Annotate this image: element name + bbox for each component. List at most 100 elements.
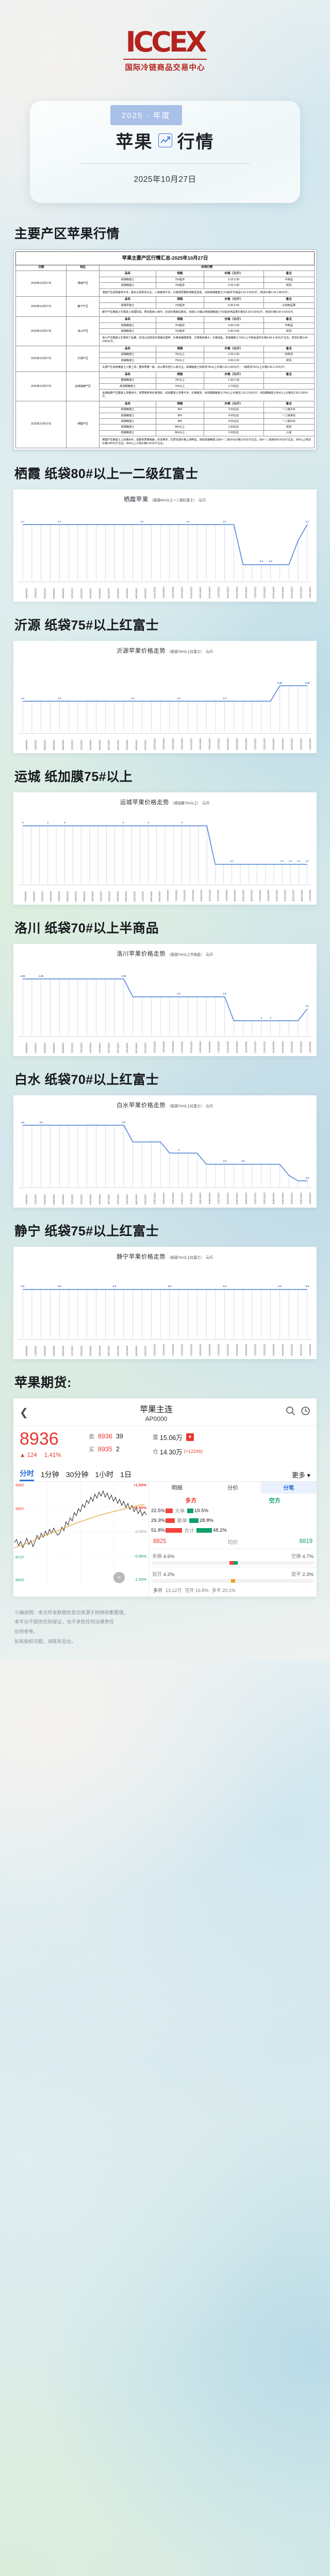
x-tick: 2025/10/1 <box>71 1194 74 1205</box>
x-tick: 2025/10/5 <box>107 739 110 750</box>
tab-30分钟[interactable]: 30分钟 <box>65 1470 89 1479</box>
x-tick: 2025/10/6 <box>117 1042 120 1053</box>
x-tick: 2025/9/25 <box>41 891 44 902</box>
tab-分时[interactable]: 分时 <box>20 1468 34 1481</box>
tab-1日[interactable]: 1日 <box>120 1470 131 1479</box>
bid-row: 买 8935 2 <box>89 1445 150 1453</box>
chart-card-5: 静宁苹果价格走势 （纸袋75#以上红富士） 元/斤 5.5 5.5 5.5 5.5 5.5… <box>13 1246 317 1359</box>
footer-val-1: 空开 16.8% <box>185 1587 209 1593</box>
x-tick: 2025/10/27 <box>309 1193 311 1205</box>
x-tick: 2025/10/25 <box>290 1041 293 1053</box>
x-tick: 2025/9/26 <box>49 891 52 902</box>
table-row: 膜袋晚富士 75#以上 1.20-1.50 <box>16 377 315 384</box>
data-label: 2.35 <box>277 681 282 684</box>
clock-icon[interactable] <box>301 1406 310 1418</box>
x-tick: 2025/10/26 <box>300 1041 303 1053</box>
data-label: 3.2 <box>259 560 263 563</box>
x-tick: 2025/10/6 <box>117 1194 120 1205</box>
tab-明细[interactable]: 明细 <box>171 1484 183 1491</box>
x-tick: 2025/10/18 <box>226 738 229 750</box>
x-tick: 2025/9/30 <box>61 1042 64 1053</box>
chart-title: 沂源苹果价格走势 （纸袋75#以上红富士） 元/斤 <box>117 648 213 654</box>
tab-分笔[interactable]: 分笔 <box>260 1481 317 1494</box>
x-tick: 2025/10/5 <box>107 1194 110 1205</box>
data-label: 3 <box>47 821 49 824</box>
x-tick: 2025/10/17 <box>217 1344 220 1356</box>
chart-unit: 元/斤 <box>202 801 210 805</box>
long-bar <box>166 1508 173 1513</box>
x-tick: 2025/10/2 <box>80 1194 83 1205</box>
data-label: 4.2 <box>177 992 180 995</box>
data-label: 5.5 <box>112 1285 117 1288</box>
section-heading-table: 主要产区苹果行情 <box>14 227 120 241</box>
x-tick: 2025/10/20 <box>244 1344 248 1356</box>
chart-pct-high: +1.93% <box>133 1482 146 1487</box>
quote-stats: 量 15.06万 ▼ 仓 14.30万 (+12246) <box>153 1430 310 1461</box>
flow-switch-labels: 多换 4.6% 空换 4.7% <box>152 1552 314 1560</box>
x-tick: 2025/10/18 <box>226 1344 229 1356</box>
futures-name: 苹果主连 <box>139 1405 173 1414</box>
short-bar <box>187 1508 194 1513</box>
data-label: 5.5 <box>58 1285 61 1288</box>
chart-x-axis: 2025/9/26 2025/9/27 2025/9/28 2025/9/29 2025… <box>19 733 311 750</box>
flow-1-left-label: 双开 <box>152 1571 162 1578</box>
x-tick: 2025/10/21 <box>258 890 261 902</box>
flow-row-2: 51.8% 合计 48.2% <box>149 1526 317 1535</box>
quote-price-block: 8936 ▲ 124 1.41% <box>20 1430 86 1459</box>
data-label: 3 <box>181 821 183 824</box>
tab-1小时[interactable]: 1小时 <box>95 1470 114 1479</box>
x-tick: 2025/10/4 <box>98 588 101 599</box>
x-tick: 2025/10/26 <box>300 587 303 599</box>
chevron-left-icon[interactable]: ❮ <box>20 1406 28 1418</box>
x-tick: 2025/10/3 <box>89 1042 92 1053</box>
x-tick: 2025/10/10 <box>153 1193 156 1205</box>
x-tick: 2025/10/7 <box>126 1194 128 1205</box>
intraday-chart[interactable]: 8982 8897 8727 8642 +1.93% +0.96% 0.00% … <box>13 1481 148 1597</box>
long-header: 多方 <box>185 1497 197 1504</box>
search-icon[interactable] <box>286 1406 295 1418</box>
x-tick: 2025/10/19 <box>242 890 245 902</box>
x-tick: 2025/10/23 <box>275 890 278 902</box>
up-arrow-icon: ▲ <box>20 1452 26 1459</box>
x-tick: 2025/9/30 <box>61 739 64 750</box>
x-tick: 2025/10/27 <box>309 587 311 599</box>
chart-x-axis: 2025/9/26 2025/9/27 2025/9/28 2025/9/29 2025… <box>19 1338 311 1356</box>
x-tick: 2025/10/13 <box>180 587 184 599</box>
tab-分价[interactable]: 分价 <box>227 1484 238 1491</box>
data-label: 2.3 <box>21 697 25 700</box>
x-tick: 2025/10/3 <box>108 891 111 902</box>
x-tick: 2025/10/9 <box>144 739 147 750</box>
chart-y-mid-high: 8897 <box>15 1506 24 1511</box>
table-row: 纸袋晚富士 80#以上 2.00左右 三级 <box>16 430 315 436</box>
x-tick: 2025/10/13 <box>180 1344 184 1356</box>
flow-open-labels: 双开 4.2% 双平 2.3% <box>152 1570 314 1578</box>
x-tick: 2025/10/9 <box>144 588 147 599</box>
data-label: 3.5 <box>122 1121 126 1124</box>
chart-subtitle: （纸袋70#以上红富士） <box>167 1104 204 1108</box>
x-tick: 2025/10/19 <box>236 1344 238 1356</box>
data-label: 2.8 <box>241 1160 245 1163</box>
flow-0-right-value: 4.7% <box>302 1553 314 1560</box>
x-tick: 2025/10/11 <box>162 1193 165 1205</box>
x-tick: 2025/10/9 <box>144 1345 147 1356</box>
flow-0-right-label: 空换 <box>291 1553 301 1560</box>
x-tick: 2025/10/25 <box>290 1193 293 1205</box>
x-tick: 2025/10/14 <box>190 1344 193 1356</box>
data-label: 4.35 <box>121 974 126 977</box>
x-tick: 2025/10/5 <box>107 1042 110 1053</box>
tab-1分钟[interactable]: 1分钟 <box>41 1470 59 1479</box>
chevron-double-right-icon[interactable]: » <box>113 1571 125 1583</box>
x-tick: 2025/10/1 <box>91 891 94 902</box>
chevron-down-icon[interactable]: ▼ <box>186 1433 194 1441</box>
more-tab[interactable]: 更多 ▾ <box>291 1471 310 1479</box>
x-tick: 2025/10/14 <box>190 587 193 599</box>
chart-plot: 3.5 3.5 3.5 3 2.8 2.8 2.5 <box>19 1110 311 1188</box>
footer-val-0: 13.12万 <box>166 1587 182 1593</box>
flow-1-right-label: 双平 <box>291 1571 301 1578</box>
chart-subtitle: （纸加膜75#以上） <box>171 801 201 805</box>
data-label: 2.3 <box>58 697 61 700</box>
title-divider <box>80 163 250 164</box>
price-line-svg <box>22 1124 308 1187</box>
x-tick: 2025/10/19 <box>236 1041 238 1053</box>
order-flow-header: 多方 空方 <box>149 1494 317 1506</box>
